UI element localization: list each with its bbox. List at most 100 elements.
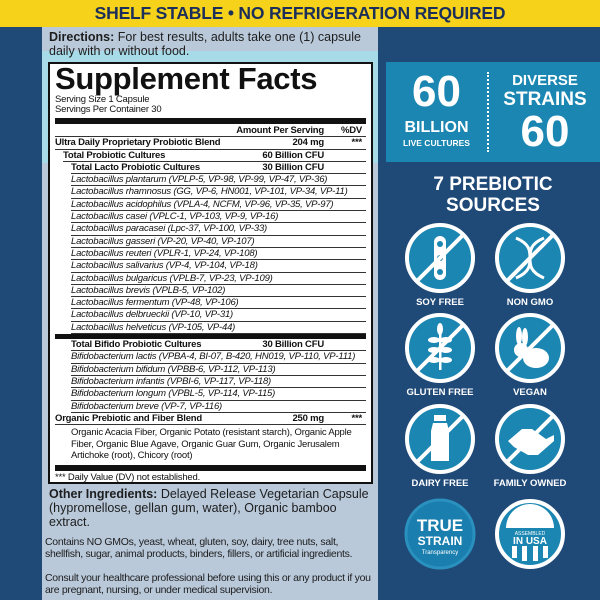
strain-row: Bifidobacterium bifidum (VPBB-6, VP-112,… — [71, 364, 366, 376]
usa-line1: ASSEMBLED — [515, 531, 546, 537]
fiber-row: Organic Prebiotic and Fiber Blend 250 mg *… — [55, 412, 366, 426]
other-ingredients: Other Ingredients: Delayed Release Veget… — [49, 487, 374, 529]
prebiotic-sources: 7 PREBIOTIC SOURCES — [433, 174, 553, 216]
lacto-name: Total Lacto Probiotic Cultures — [71, 161, 200, 173]
supplement-facts-panel: Supplement Facts Serving Size 1 Capsule … — [48, 62, 373, 484]
fiber-ingredients: Organic Acacia Fiber, Organic Potato (re… — [71, 427, 352, 462]
strain-name: Lactobacillus rhamnosus (GG, VP-6, HN001… — [71, 186, 348, 198]
wheat-icon — [405, 313, 475, 383]
badge-vegan: VEGAN — [470, 312, 590, 398]
strain-row: Bifidobacterium longum (VPBL-5, VP-114, … — [71, 388, 366, 401]
strain-name: Lactobacillus plantarum (VPLP-5, VP-98, … — [71, 174, 328, 186]
servings-per-container: Servings Per Container 30 — [55, 104, 162, 115]
other-label: Other Ingredients: — [49, 487, 158, 501]
blend-row: Ultra Daily Proprietary Probiotic Blend 2… — [55, 137, 366, 150]
badge-gluten-free: GLUTEN FREE — [380, 312, 500, 398]
bifido-amount: 30 Billion CFU — [262, 339, 324, 351]
strain-row: Lactobacillus paracasei (Lpc-37, VP-100,… — [71, 223, 366, 236]
usa-line2: IN USA — [513, 536, 547, 547]
strain-name: Bifidobacterium bifidum (VPBB-6, VP-112,… — [71, 363, 276, 375]
strains-mid: STRAINS — [503, 89, 587, 110]
strain-row: Lactobacillus fermentum (VP-48, VP-106) — [71, 297, 366, 310]
col-amount: Amount Per Serving — [236, 125, 324, 136]
consult-warning: Consult your healthcare professional bef… — [45, 572, 371, 596]
seal-line1: TRUE — [417, 516, 463, 535]
total-amount: 60 Billion CFU — [262, 149, 324, 161]
badge-label: VEGAN — [513, 387, 547, 398]
divider — [55, 118, 366, 124]
strain-row: Lactobacillus salivarius (VP-4, VP-104, … — [71, 260, 366, 273]
strain-name: Lactobacillus acidophilus (VPLA-4, NCFM,… — [71, 198, 334, 210]
strain-row: Bifidobacterium infantis (VPBI-6, VP-117… — [71, 375, 366, 389]
total-name: Total Probiotic Cultures — [63, 149, 166, 161]
cultures-label: LIVE CULTURES — [403, 138, 470, 148]
usa-seal-icon: ASSEMBLED IN USA — [495, 499, 565, 569]
fiber-dv: *** — [351, 412, 363, 424]
badge-non-gmo: NON GMO — [470, 222, 590, 308]
blend-dv: *** — [351, 137, 363, 149]
strain-name: Lactobacillus bulgaricus (VPLB-7, VP-23,… — [71, 272, 273, 284]
strain-name: Bifidobacterium longum (VPBL-5, VP-114, … — [71, 388, 276, 400]
badge-label: FAMILY OWNED — [493, 478, 567, 489]
seal-line2: STRAIN — [418, 534, 463, 548]
header-row: Amount Per Serving %DV — [55, 125, 366, 138]
directions: Directions: For best results, adults tak… — [49, 30, 374, 58]
bifido-name: Total Bifido Probiotic Cultures — [71, 339, 202, 351]
footnote: *** Daily Value (DV) not established. — [55, 471, 201, 483]
strain-row: Lactobacillus helveticus (VP-105, VP-44) — [71, 321, 366, 335]
strain-row: Lactobacillus brevis (VPLB-5, VP-102) — [71, 284, 366, 298]
badge-family-owned: FAMILY OWNED — [470, 403, 590, 489]
facts-title: Supplement Facts — [55, 61, 318, 96]
handshake-icon — [495, 404, 565, 474]
badge-label: SOY FREE — [416, 297, 464, 308]
fiber-amount: 250 mg — [292, 412, 324, 424]
strain-row: Lactobacillus delbrueckii (VP-10, VP-31) — [71, 309, 366, 322]
seal-line3: Transparency — [422, 550, 458, 556]
true-strain-seal-icon: TRUE STRAIN Transparency — [404, 498, 476, 570]
cultures-unit: BILLION — [404, 119, 469, 136]
strain-name: Lactobacillus paracasei (Lpc-37, VP-100,… — [71, 223, 268, 235]
strain-name: Lactobacillus helveticus (VP-105, VP-44) — [71, 321, 236, 333]
total-row: Total Probiotic Cultures 60 Billion CFU — [63, 150, 366, 162]
strain-row: Lactobacillus casei (VPLC-1, VP-103, VP-… — [71, 211, 366, 224]
badge-dairy-free: DAIRY FREE — [380, 403, 500, 489]
serving-size: Serving Size 1 Capsule — [55, 94, 150, 105]
assembled-usa-seal: ASSEMBLED IN USA — [470, 498, 590, 570]
strain-name: Lactobacillus salivarius (VP-4, VP-104, … — [71, 260, 258, 272]
strain-name: Lactobacillus gasseri (VP-20, VP-40, VP-… — [71, 235, 255, 247]
strain-row: Lactobacillus reuteri (VPLR-1, VP-24, VP… — [71, 248, 366, 261]
divider — [55, 464, 366, 471]
dna-icon — [495, 223, 565, 293]
strain-name: Lactobacillus fermentum (VP-48, VP-106) — [71, 297, 239, 309]
shelf-stable-banner: SHELF STABLE • NO REFRIGERATION REQUIRED — [0, 0, 600, 27]
lacto-amount: 30 Billion CFU — [262, 161, 324, 173]
badge-label: GLUTEN FREE — [406, 387, 474, 398]
badge-label: NON GMO — [506, 297, 554, 308]
directions-label: Directions: — [49, 30, 115, 44]
strain-name: Lactobacillus casei (VPLC-1, VP-103, VP-… — [71, 211, 279, 223]
strain-row: Bifidobacterium lactis (VPBA-4, BI-07, B… — [71, 351, 366, 364]
stats-box: 60 BILLION LIVE CULTURES DIVERSE STRAINS… — [386, 62, 600, 162]
strain-row: Lactobacillus acidophilus (VPLA-4, NCFM,… — [71, 198, 366, 212]
col-dv: %DV — [340, 125, 362, 136]
fiber-name: Organic Prebiotic and Fiber Blend — [55, 412, 203, 424]
soy-icon — [405, 223, 475, 293]
strain-name: Bifidobacterium lactis (VPBA-4, BI-07, B… — [71, 351, 356, 363]
strain-row: Lactobacillus bulgaricus (VPLB-7, VP-23,… — [71, 273, 366, 285]
contains-statement: Contains NO GMOs, yeast, wheat, gluten, … — [45, 536, 353, 560]
other-text: Delayed Release Vegetarian Capsule (hypr… — [49, 487, 369, 529]
strain-row: Bifidobacterium breve (VP-7, VP-116) — [71, 401, 366, 413]
strain-row: Lactobacillus rhamnosus (GG, VP-6, HN001… — [71, 186, 366, 199]
badge-label: DAIRY FREE — [411, 478, 469, 489]
strain-name: Bifidobacterium breve (VP-7, VP-116) — [71, 400, 223, 412]
bifido-row: Total Bifido Probiotic Cultures 30 Billio… — [71, 339, 366, 352]
strains-top: DIVERSE — [512, 72, 578, 89]
strain-name: Bifidobacterium infantis (VPBI-6, VP-117… — [71, 375, 271, 387]
dotted-divider — [487, 72, 489, 152]
blend-name: Ultra Daily Proprietary Probiotic Blend — [55, 137, 221, 149]
badge-soy-free: SOY FREE — [380, 222, 500, 308]
true-strain-seal: TRUE STRAIN Transparency — [380, 498, 500, 570]
strain-name: Lactobacillus brevis (VPLB-5, VP-102) — [71, 284, 226, 296]
directions-text: For best results, adults take one (1) ca… — [49, 30, 361, 58]
cultures-number: 60 — [412, 67, 461, 116]
